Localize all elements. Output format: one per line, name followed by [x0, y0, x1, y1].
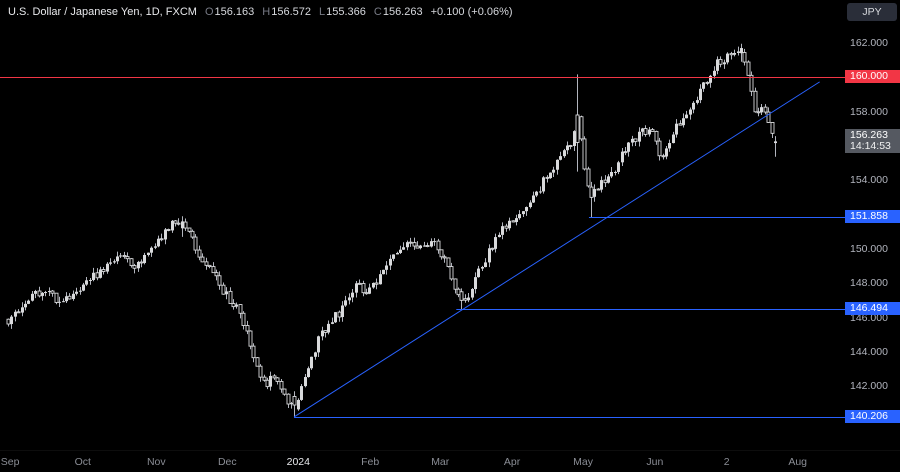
- price-axis-label: 158.000: [850, 105, 888, 118]
- time-axis-label: Apr: [503, 456, 521, 468]
- price-axis[interactable]: JPY 162.000 158.000 154.000 150.000 148.000 1…: [845, 0, 900, 450]
- time-axis-label: 2024: [286, 456, 310, 468]
- price-axis-label: 154.000: [850, 174, 888, 187]
- time-axis-label: May: [573, 456, 593, 468]
- ohlc-open: O156.163: [204, 6, 255, 18]
- price-axis-label: 162.000: [850, 36, 888, 49]
- price-axis-label: 142.000: [850, 380, 888, 393]
- level-badge-151858: 151.858: [845, 209, 900, 223]
- last-price-badge: 156.263 14:14:53: [845, 129, 900, 154]
- ohlc-high: H156.572: [262, 6, 311, 18]
- symbol-title[interactable]: U.S. Dollar / Japanese Yen, 1D, FXCM: [8, 6, 197, 18]
- price-axis-label: 148.000: [850, 277, 888, 290]
- time-axis-label: Mar: [431, 456, 450, 468]
- chart-area[interactable]: U.S. Dollar / Japanese Yen, 1D, FXCM O15…: [0, 0, 845, 450]
- change-value: +0.100 (+0.06%): [430, 6, 513, 18]
- level-badge-146494: 146.494: [845, 302, 900, 316]
- currency-button[interactable]: JPY: [847, 3, 897, 21]
- level-badge-140206: 140.206: [845, 409, 900, 423]
- ohlc-low: L155.366: [318, 6, 366, 18]
- time-axis-label: Oct: [74, 456, 91, 468]
- symbol-legend: U.S. Dollar / Japanese Yen, 1D, FXCM O15…: [8, 6, 513, 18]
- time-axis-label: 2: [723, 456, 730, 468]
- price-axis-label: 150.000: [850, 242, 888, 255]
- ohlc-close: C156.263: [373, 6, 423, 18]
- time-axis-label: Jun: [646, 456, 664, 468]
- time-axis-label: Sep: [0, 456, 20, 468]
- time-axis[interactable]: Sep Oct Nov Dec 2024 Feb Mar Apr May Jun 2 Aug: [0, 450, 900, 472]
- time-axis-label: Dec: [217, 456, 237, 468]
- time-axis-label: Feb: [361, 456, 380, 468]
- time-axis-label: Nov: [146, 456, 166, 468]
- level-badge-160000: 160.000: [845, 70, 900, 84]
- time-axis-label: Aug: [788, 456, 808, 468]
- candlestick-chart-canvas[interactable]: [0, 0, 845, 450]
- price-axis-label: 144.000: [850, 345, 888, 358]
